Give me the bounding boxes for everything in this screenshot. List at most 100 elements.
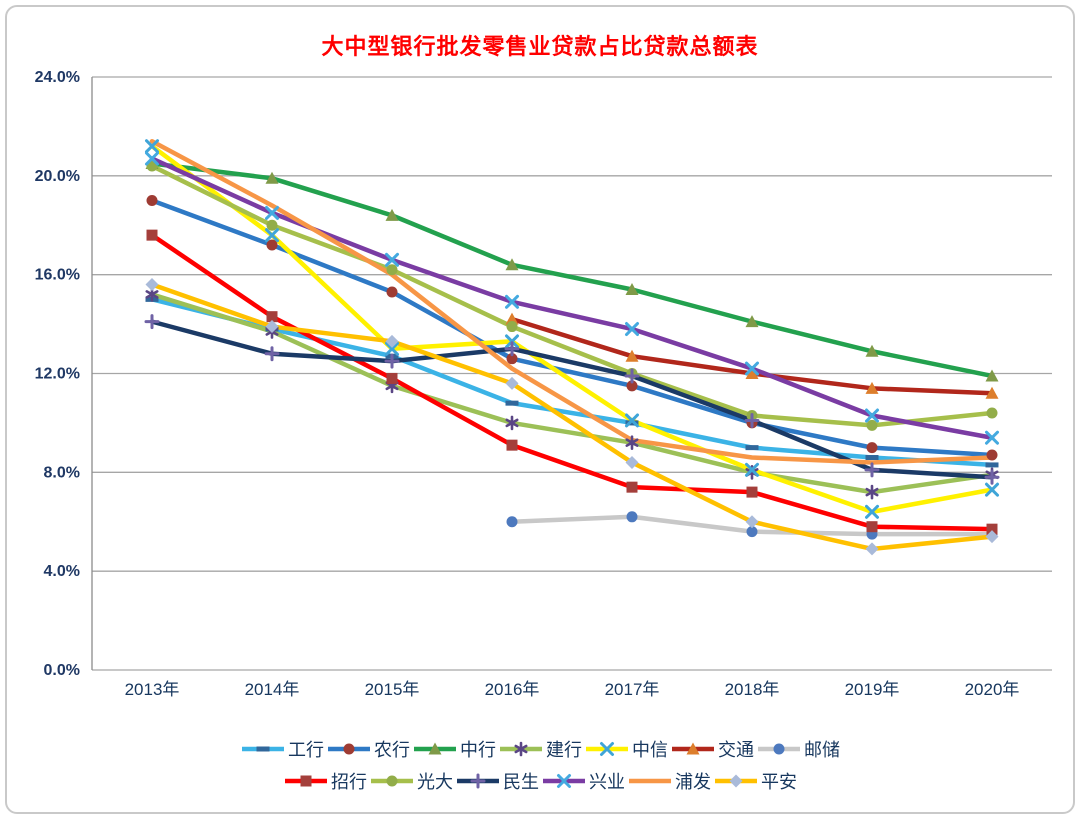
series-point-ceb-3 (386, 264, 398, 276)
series-point-bocom-4 (505, 312, 519, 325)
series-point-citic-3 (385, 341, 399, 356)
series-point-cib-7 (865, 408, 879, 423)
x-axis-label-6: 2018年 (725, 680, 780, 699)
series-point-abc-1 (146, 195, 158, 207)
series-point-cib-3 (385, 252, 399, 267)
series-line-icbc (149, 297, 995, 468)
series-point-abc-7 (866, 442, 878, 454)
series-point-ccb-5 (625, 435, 639, 450)
x-axis-label-2: 2014年 (245, 680, 300, 699)
series-point-minsheng-7 (864, 462, 880, 478)
series-point-psbc-4 (506, 516, 518, 528)
legend-item-bocom: 交通 (670, 736, 754, 762)
series-point-pingan-3 (385, 334, 399, 348)
series-point-minsheng-6 (744, 412, 760, 428)
legend-marker-cmb-icon (300, 775, 312, 787)
series-line-citic (149, 143, 995, 515)
legend-swatch-icbc-icon (242, 746, 284, 752)
series-point-icbc-5 (625, 420, 639, 426)
series-point-ccb-4 (505, 415, 519, 431)
series-line-boc (149, 161, 995, 379)
series-line-ceb (149, 163, 995, 428)
legend-item-minsheng: 民生 (455, 768, 539, 794)
series-point-cib-2 (265, 205, 279, 220)
series-point-pingan-6 (745, 515, 759, 529)
legend-label-ceb: 光大 (417, 772, 453, 792)
x-axis-label-1: 2013年 (125, 680, 180, 699)
series-point-cmb-8 (986, 523, 998, 535)
legend-label-spdb: 浦发 (675, 772, 711, 792)
y-axis-label-0: 0.0% (44, 662, 80, 679)
legend-marker-psbc-icon (773, 743, 785, 755)
series-point-citic-6 (745, 462, 759, 477)
x-axis-label-4: 2016年 (485, 680, 540, 699)
series-point-cib-4 (505, 294, 519, 309)
legend-item-psbc: 邮储 (756, 736, 840, 762)
series-point-citic-7 (865, 504, 879, 519)
legend-label-abc: 农行 (374, 740, 410, 760)
legend-swatch-pingan-icon (715, 774, 757, 788)
legend-swatch-psbc-icon (758, 743, 800, 755)
legend-swatch-cmb-icon (285, 775, 327, 787)
series-point-boc-8 (985, 369, 999, 382)
series-point-abc-5 (626, 380, 638, 392)
series-point-pingan-7 (865, 542, 879, 556)
series-point-icbc-8 (985, 462, 999, 468)
series-point-bocom-8 (985, 386, 999, 399)
x-axis-label-5: 2017年 (605, 680, 660, 699)
series-point-cib-5 (625, 322, 639, 337)
series-point-psbc-6 (746, 526, 758, 538)
series-point-minsheng-3 (384, 353, 400, 369)
series-line-ccb (149, 292, 995, 495)
series-point-ccb-7 (865, 484, 879, 500)
legend-item-ceb: 光大 (369, 768, 453, 794)
legend-swatch-ccb-icon (500, 741, 542, 757)
series-point-psbc-5 (626, 511, 638, 523)
legend-item-cib: 兴业 (541, 768, 625, 794)
legend-marker-citic-icon (600, 742, 614, 756)
legend-label-ccb: 建行 (546, 740, 582, 760)
legend-swatch-boc-icon (414, 742, 456, 755)
series-point-citic-5 (625, 413, 639, 428)
x-axis-label-7: 2019年 (845, 680, 900, 699)
legend-swatch-ceb-icon (371, 775, 413, 787)
series-point-cmb-3 (386, 372, 398, 384)
series-point-ceb-4 (506, 321, 518, 333)
series-point-ceb-8 (986, 407, 998, 419)
series-point-minsheng-2 (264, 346, 280, 362)
chart-frame: 大中型银行批发零售业贷款占比贷款总额表 0.0% 4.0% 8.0% 12.0% 16.… (5, 5, 1075, 814)
series-point-minsheng-5 (624, 368, 640, 384)
legend-label-cib: 兴业 (589, 772, 625, 792)
series-point-icbc-7 (865, 455, 879, 461)
series-point-bocom-6 (745, 367, 759, 379)
series-point-icbc-4 (505, 400, 519, 406)
legend-label-bocom: 交通 (718, 740, 754, 760)
legend-item-spdb: 浦发 (627, 768, 711, 794)
series-point-bocom-5 (625, 349, 639, 362)
legend-item-ccb: 建行 (498, 736, 582, 762)
y-axis-label-8: 8.0% (44, 464, 80, 481)
legend-marker-minsheng-icon (470, 773, 486, 789)
legend-marker-abc-icon (343, 743, 355, 755)
legend-label-pingan: 平安 (761, 772, 797, 792)
legend-marker-ccb-icon (514, 741, 528, 757)
legend-row-2: 招行 光大 民生 兴业 浦发 平安 (282, 768, 798, 794)
series-point-abc-3 (386, 286, 398, 298)
y-axis-label-4: 4.0% (44, 563, 80, 580)
legend-swatch-bocom-icon (672, 742, 714, 755)
series-point-cmb-4 (506, 439, 518, 451)
series-line-spdb (149, 138, 995, 465)
legend-marker-cib-icon (557, 774, 571, 788)
legend-item-boc: 中行 (412, 736, 496, 762)
series-line-cib (149, 156, 995, 440)
legend-label-cmb: 招行 (331, 772, 367, 792)
legend-item-icbc: 工行 (240, 736, 324, 762)
series-point-boc-3 (385, 208, 399, 221)
legend-item-cmb: 招行 (283, 768, 367, 794)
legend-label-citic: 中信 (632, 740, 668, 760)
series-point-cmb-7 (866, 521, 878, 533)
series-point-cib-1 (145, 151, 159, 166)
legend-marker-bocom-icon (686, 742, 700, 755)
legend-label-icbc: 工行 (288, 740, 324, 760)
